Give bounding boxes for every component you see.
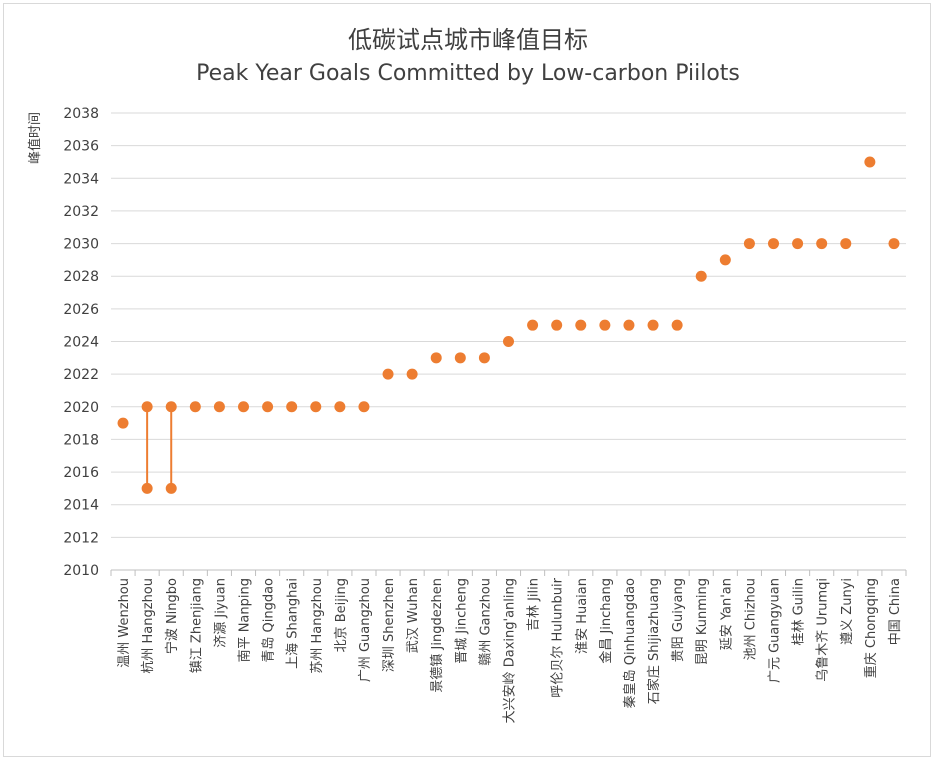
y-tick-label: 2026 bbox=[63, 302, 99, 318]
x-tick-label: 吉林 Jilin bbox=[527, 578, 542, 631]
x-tick-label: 大兴安岭 Daxing'anling bbox=[503, 578, 518, 723]
data-point bbox=[503, 336, 514, 347]
data-point bbox=[743, 238, 755, 250]
chart-subtitle: Peak Year Goals Committed by Low-carbon … bbox=[196, 61, 740, 86]
y-tick-label: 2038 bbox=[63, 106, 99, 122]
data-point bbox=[671, 319, 683, 331]
data-point bbox=[792, 238, 804, 250]
x-tick-label: 南平 Nanping bbox=[237, 578, 253, 662]
data-point bbox=[382, 368, 394, 380]
y-tick-label: 2036 bbox=[63, 139, 99, 155]
x-tick-label: 呼伦贝尔 Hulunbuir bbox=[551, 577, 566, 697]
x-tick-label: 贵阳 Guiyang bbox=[671, 578, 686, 662]
x-tick-label: 宁波 Ningbo bbox=[164, 578, 180, 654]
data-point bbox=[334, 401, 346, 413]
y-tick-label: 2032 bbox=[63, 204, 99, 220]
data-point bbox=[310, 401, 322, 413]
y-tick-label: 2020 bbox=[63, 400, 99, 416]
data-point bbox=[286, 401, 298, 413]
y-axis-label: 峰值时间 bbox=[27, 112, 43, 164]
x-tick-label: 桂林 Guilin bbox=[792, 578, 807, 646]
data-point bbox=[599, 319, 611, 331]
x-tick-label: 昆明 Kunming bbox=[695, 578, 710, 665]
data-marks bbox=[117, 156, 900, 494]
data-point bbox=[141, 401, 153, 413]
x-tick-label: 金昌 Jinchang bbox=[598, 578, 614, 664]
y-tick-label: 2028 bbox=[63, 269, 99, 285]
x-tick-label: 景德镇 Jingdezhen bbox=[430, 578, 445, 693]
x-tick-label: 重庆 Chongqing bbox=[863, 578, 879, 678]
data-point bbox=[406, 368, 418, 380]
data-point bbox=[430, 352, 442, 364]
x-tick-label: 武汉 Wuhan bbox=[406, 578, 421, 653]
data-point bbox=[238, 401, 249, 413]
data-point bbox=[888, 238, 900, 250]
data-point bbox=[647, 319, 659, 331]
y-ticks: 2010 2012 2014 2016 2018 2020 2022 2024 2026 2028… bbox=[63, 106, 99, 579]
x-tick-label: 池州 Chizhou bbox=[743, 578, 758, 660]
y-tick-label: 2010 bbox=[63, 563, 99, 579]
data-point bbox=[189, 401, 201, 413]
data-point bbox=[454, 352, 466, 364]
y-tick-label: 2022 bbox=[63, 367, 99, 383]
x-tick-label: 遵义 Zunyi bbox=[839, 578, 855, 645]
x-ticks: 温州 Wenzhou 杭州 Hangzhou 宁波 Ningbo 镇江 Zhenjia… bbox=[110, 570, 907, 723]
gridlines bbox=[111, 112, 906, 571]
x-tick-label: 延安 Yan'an bbox=[719, 578, 734, 650]
data-point bbox=[816, 238, 828, 250]
x-tick-label: 中国 China bbox=[888, 578, 903, 645]
x-tick-label: 乌鲁木齐 Urumqi bbox=[815, 578, 831, 682]
data-point bbox=[527, 319, 539, 331]
x-tick-label: 深圳 Shenzhen bbox=[382, 578, 397, 672]
y-tick-label: 2030 bbox=[63, 237, 99, 253]
data-point bbox=[213, 401, 225, 413]
y-tick-label: 2016 bbox=[63, 465, 99, 481]
x-tick-label: 广州 Guangzhou bbox=[358, 578, 373, 682]
data-point bbox=[695, 270, 707, 282]
x-tick-label: 广元 Guangyuan bbox=[768, 578, 783, 683]
data-point bbox=[478, 352, 490, 364]
x-tick-label: 镇江 Zhenjiang bbox=[189, 578, 204, 673]
data-point bbox=[551, 319, 563, 331]
x-tick-label: 淮安 Huaian bbox=[575, 578, 590, 654]
x-tick-label: 秦皇岛 Qinhuangdao bbox=[622, 578, 638, 708]
chart-title: 低碳试点城市峰值目标 bbox=[348, 26, 588, 54]
chart-frame bbox=[3, 3, 931, 757]
data-point bbox=[864, 156, 876, 168]
y-tick-label: 2018 bbox=[63, 432, 99, 448]
data-point bbox=[623, 319, 635, 331]
x-tick-label: 晋城 Jincheng bbox=[454, 578, 469, 664]
x-tick-label: 杭州 Hangzhou bbox=[141, 578, 156, 674]
data-point bbox=[575, 319, 587, 331]
y-tick-label: 2012 bbox=[63, 530, 99, 546]
data-point bbox=[358, 401, 370, 413]
data-point bbox=[165, 482, 177, 494]
x-tick-label: 北京 Beijing bbox=[334, 578, 349, 652]
data-point bbox=[262, 401, 274, 413]
y-tick-label: 2014 bbox=[63, 498, 99, 514]
data-point bbox=[768, 238, 779, 250]
x-tick-label: 石家庄 Shijiazhuang bbox=[646, 578, 662, 704]
y-tick-label: 2034 bbox=[63, 171, 99, 187]
data-point bbox=[165, 401, 177, 413]
x-tick-label: 赣州 Ganzhou bbox=[478, 578, 493, 666]
data-point bbox=[141, 482, 153, 494]
data-point bbox=[719, 254, 731, 266]
x-tick-label: 苏州 Hangzhou bbox=[309, 578, 325, 674]
data-point bbox=[117, 417, 129, 429]
y-tick-label: 2024 bbox=[63, 335, 99, 351]
data-point bbox=[840, 238, 852, 250]
x-tick-label: 上海 Shanghai bbox=[286, 578, 301, 669]
x-tick-label: 温州 Wenzhou bbox=[117, 578, 132, 668]
x-tick-label: 济源 Jiyuan bbox=[213, 578, 228, 648]
x-tick-label: 青岛 Qingdao bbox=[261, 578, 277, 663]
